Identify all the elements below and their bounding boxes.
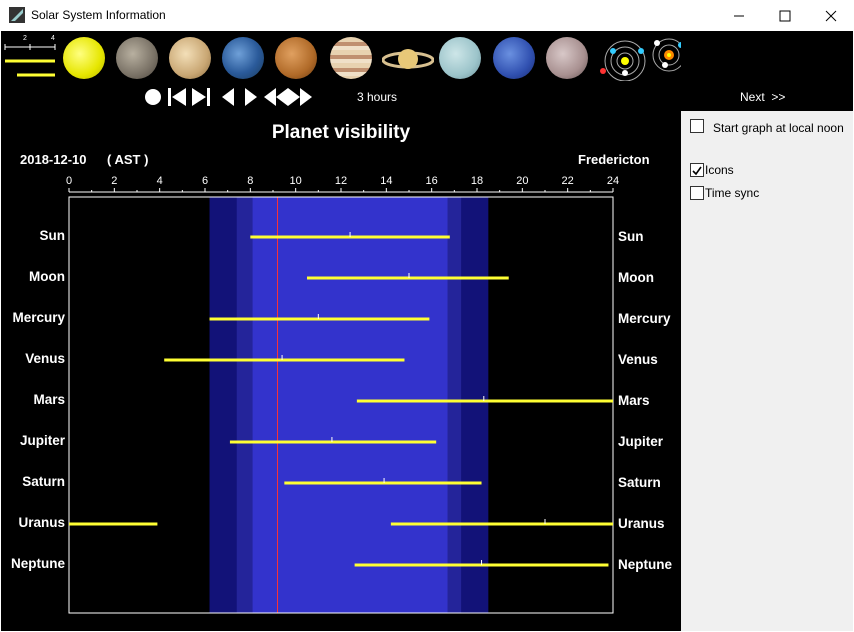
x-tick-label: 8 xyxy=(247,175,253,187)
row-label-right: Neptune xyxy=(618,557,672,572)
row-label-right: Saturn xyxy=(618,475,661,490)
record-icon[interactable] xyxy=(145,89,161,105)
row-label-right: Moon xyxy=(618,270,654,285)
window-title: Solar System Information xyxy=(31,8,166,22)
title-bar: Solar System Information xyxy=(0,0,854,31)
x-tick-label: 10 xyxy=(290,175,302,187)
noon-label: Start graph at local noon xyxy=(713,121,844,135)
icons-checkbox[interactable] xyxy=(690,163,704,177)
earth-icon[interactable] xyxy=(222,37,264,79)
icons-label: Icons xyxy=(705,163,734,177)
row-label-left: Uranus xyxy=(18,515,65,530)
row-label-right: Venus xyxy=(618,352,658,367)
maximize-button[interactable] xyxy=(762,0,808,31)
row-label-right: Jupiter xyxy=(618,434,664,449)
step-forward-icon[interactable] xyxy=(245,88,257,106)
chart-timezone: ( AST ) xyxy=(107,152,149,167)
venus-icon[interactable] xyxy=(169,37,211,79)
jupiter-icon[interactable] xyxy=(330,37,372,79)
visibility-plot xyxy=(68,196,614,614)
checkmark-icon xyxy=(692,166,702,176)
sun-icon[interactable] xyxy=(63,37,105,79)
row-label-right: Mercury xyxy=(618,311,671,326)
top-right-strip: Next >> xyxy=(681,31,853,111)
row-label-left: Jupiter xyxy=(19,433,65,448)
minimize-button[interactable] xyxy=(716,0,762,31)
chart-date: 2018-12-10 xyxy=(20,152,87,167)
scale-ruler-icon xyxy=(4,44,56,77)
x-tick-label: 18 xyxy=(471,175,483,187)
x-axis: 0 2 4 6 8 10 12 14 16 18 20 22 24 xyxy=(66,175,619,193)
x-tick-label: 14 xyxy=(380,175,392,187)
main-canvas: 2 4 3 hours xyxy=(1,31,681,631)
x-tick-label: 22 xyxy=(562,175,574,187)
x-tick-label: 12 xyxy=(335,175,347,187)
x-tick-label: 20 xyxy=(516,175,528,187)
skip-start-icon[interactable] xyxy=(168,88,186,106)
row-label-left: Neptune xyxy=(11,556,65,571)
noon-checkbox[interactable] xyxy=(690,119,704,133)
scale-widget[interactable]: 2 4 xyxy=(3,35,57,81)
minimize-icon xyxy=(734,15,744,16)
app-icon xyxy=(9,7,25,23)
plot-border xyxy=(68,196,614,614)
mercury-icon[interactable] xyxy=(116,37,158,79)
close-button[interactable] xyxy=(808,0,854,31)
chart-title: Planet visibility xyxy=(271,122,411,143)
x-tick-label: 2 xyxy=(111,175,117,187)
timesync-label: Time sync xyxy=(705,186,760,200)
pluto-icon[interactable] xyxy=(546,37,588,79)
scale-tick-2: 2 xyxy=(23,35,27,42)
saturn-icon[interactable] xyxy=(382,45,434,75)
x-tick-label: 16 xyxy=(426,175,438,187)
uranus-icon[interactable] xyxy=(439,37,481,79)
playback-controls xyxy=(145,88,312,106)
x-tick-label: 6 xyxy=(202,175,208,187)
x-tick-label: 0 xyxy=(66,175,72,187)
row-label-right: Uranus xyxy=(618,516,665,531)
row-label-left: Saturn xyxy=(22,474,65,489)
row-label-left: Mars xyxy=(33,392,65,407)
row-label-left: Sun xyxy=(39,228,66,243)
timesync-checkbox[interactable] xyxy=(690,186,704,200)
fast-forward-icon[interactable] xyxy=(288,88,312,106)
mars-icon[interactable] xyxy=(275,37,317,79)
row-label-left: Mercury xyxy=(12,310,65,325)
x-tick-label: 24 xyxy=(607,175,619,187)
row-label-left: Moon xyxy=(29,269,65,284)
chart-location: Fredericton xyxy=(578,152,650,167)
neptune-icon[interactable] xyxy=(493,37,535,79)
row-label-right: Mars xyxy=(618,393,650,408)
close-icon xyxy=(825,10,837,21)
row-label-right: Sun xyxy=(618,229,644,244)
scale-tick-4: 4 xyxy=(51,35,55,42)
outer-orbits-icon[interactable] xyxy=(651,33,681,83)
x-tick-label: 4 xyxy=(157,175,163,187)
daylight-band xyxy=(252,197,448,613)
row-label-left: Venus xyxy=(25,351,65,366)
next-button[interactable]: Next >> xyxy=(740,90,786,104)
fast-back-icon[interactable] xyxy=(264,88,288,106)
maximize-icon xyxy=(779,10,791,21)
skip-end-icon[interactable] xyxy=(192,88,210,106)
time-step-label: 3 hours xyxy=(357,90,398,104)
inner-orbits-icon[interactable] xyxy=(599,37,649,81)
side-panel: Start graph at local noon Icons Time syn… xyxy=(681,111,853,631)
step-back-icon[interactable] xyxy=(222,88,234,106)
